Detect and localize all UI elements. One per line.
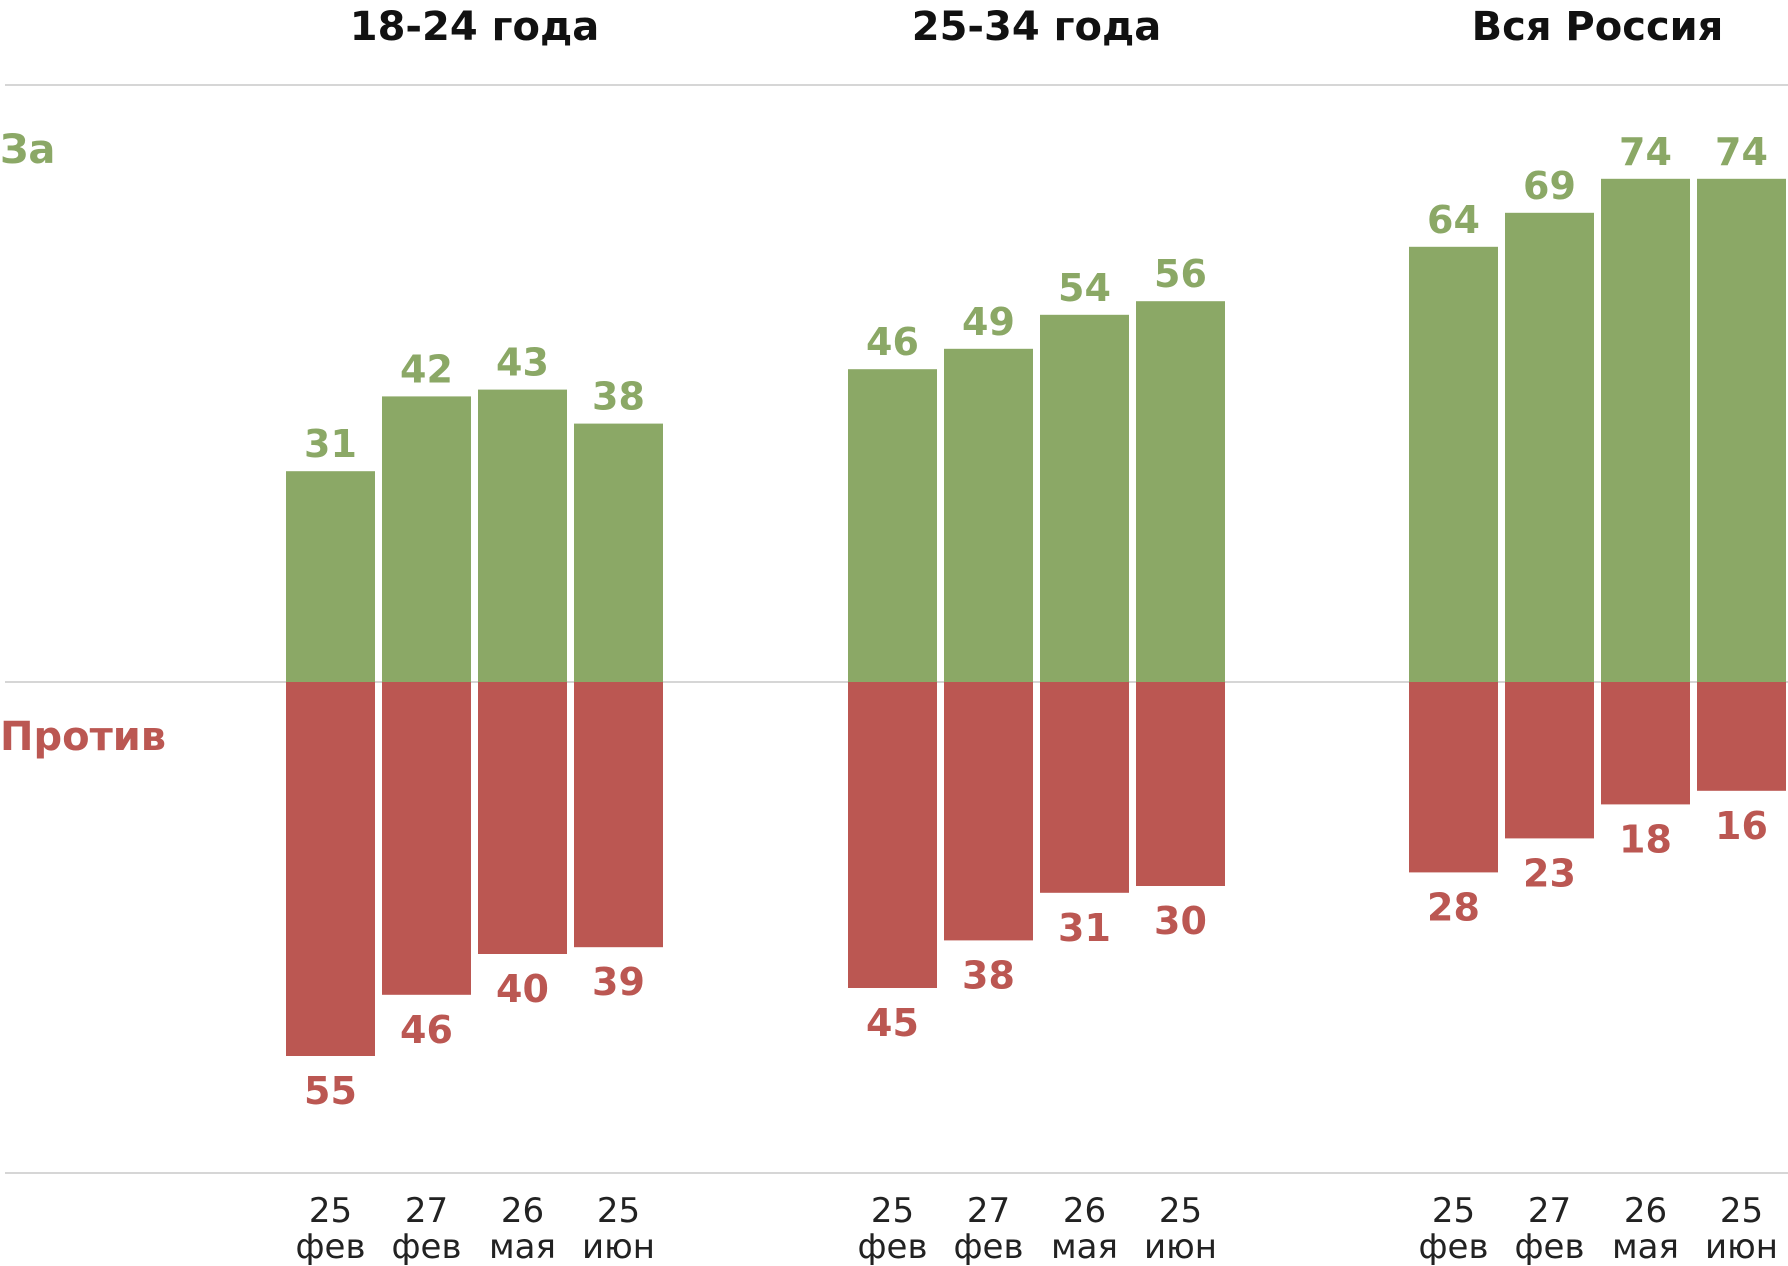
bar-against: [382, 682, 471, 995]
legend-for: За: [0, 127, 55, 173]
value-label-against: 16: [1715, 804, 1768, 848]
tick-label-month: июн: [1144, 1227, 1217, 1266]
bar-against: [574, 682, 663, 948]
tick-label-day: 27: [1528, 1191, 1571, 1231]
tick-label-day: 25: [597, 1191, 640, 1231]
tick-label-day: 25: [871, 1191, 914, 1231]
tick-label-day: 25: [1432, 1191, 1475, 1231]
bar-for: [1136, 301, 1225, 682]
value-label-for: 43: [496, 341, 549, 385]
tick-label-day: 25: [1720, 1191, 1763, 1231]
bar-for: [1505, 212, 1594, 683]
tick-label-day: 27: [967, 1191, 1010, 1231]
value-label-for: 38: [592, 375, 645, 419]
tick-label-month: мая: [1051, 1227, 1118, 1266]
value-label-for: 31: [304, 422, 357, 466]
bar-against: [1601, 682, 1690, 805]
bar-for: [1697, 178, 1786, 683]
tick-label-month: фев: [1418, 1227, 1488, 1266]
value-label-against: 40: [496, 967, 549, 1011]
tick-label-day: 25: [309, 1191, 352, 1231]
tick-label-month: мая: [1612, 1227, 1679, 1266]
tick-label-day: 27: [405, 1191, 448, 1231]
value-label-for: 64: [1427, 198, 1480, 242]
bar-against: [286, 682, 375, 1056]
value-label-for: 56: [1154, 252, 1207, 296]
chart-marks: 18-24 года315525фев424627фев434026мая383…: [286, 4, 1786, 1266]
value-label-for: 42: [400, 347, 453, 391]
bar-against: [1505, 682, 1594, 839]
value-label-for: 49: [962, 300, 1015, 344]
tick-label-day: 26: [501, 1191, 544, 1231]
group-title: 18-24 года: [350, 4, 600, 50]
value-label-for: 69: [1523, 164, 1576, 208]
bar-for: [286, 471, 375, 682]
value-label-against: 46: [400, 1008, 453, 1052]
value-label-for: 46: [866, 320, 919, 364]
tick-label-day: 26: [1063, 1191, 1106, 1231]
value-label-against: 39: [592, 960, 645, 1004]
bar-for: [382, 396, 471, 682]
tick-label-month: фев: [857, 1227, 927, 1266]
tick-label-month: июн: [1705, 1227, 1778, 1266]
bar-against: [1409, 682, 1498, 873]
bar-against: [848, 682, 937, 988]
bar-against: [1040, 682, 1129, 893]
tick-label-day: 26: [1624, 1191, 1667, 1231]
value-label-against: 23: [1523, 851, 1576, 895]
tick-label-month: фев: [953, 1227, 1023, 1266]
value-label-against: 55: [304, 1069, 357, 1113]
bar-against: [1697, 682, 1786, 791]
value-label-against: 45: [866, 1001, 919, 1045]
tick-label-month: фев: [295, 1227, 365, 1266]
value-label-for: 74: [1619, 130, 1672, 174]
bar-for: [848, 369, 937, 682]
tick-label-month: фев: [391, 1227, 461, 1266]
tick-label-month: июн: [582, 1227, 655, 1266]
group-title: Вся Россия: [1472, 4, 1724, 50]
bar-for: [944, 348, 1033, 682]
value-label-for: 54: [1058, 266, 1111, 310]
bar-against: [944, 682, 1033, 941]
bar-for: [1601, 178, 1690, 683]
bar-for: [574, 423, 663, 682]
bar-for: [478, 389, 567, 682]
legend-against: Против: [0, 714, 166, 760]
bar-against: [1136, 682, 1225, 886]
tick-label-month: фев: [1514, 1227, 1584, 1266]
bar-against: [478, 682, 567, 954]
bar-for: [1409, 246, 1498, 683]
value-label-for: 74: [1715, 130, 1768, 174]
tick-label-day: 25: [1159, 1191, 1202, 1231]
group-title: 25-34 года: [912, 4, 1162, 50]
bar-for: [1040, 314, 1129, 682]
value-label-against: 31: [1058, 906, 1111, 950]
value-label-against: 30: [1154, 899, 1207, 943]
value-label-against: 18: [1619, 817, 1672, 861]
value-label-against: 38: [962, 953, 1015, 997]
tick-label-month: мая: [489, 1227, 556, 1266]
value-label-against: 28: [1427, 885, 1480, 929]
